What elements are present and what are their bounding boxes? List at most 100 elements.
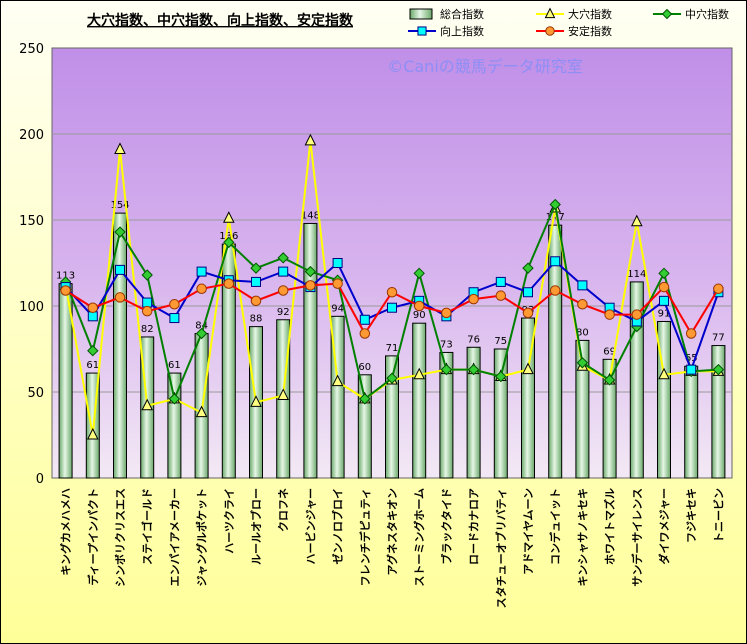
point-1-7 bbox=[250, 395, 262, 407]
bar-label: 147 bbox=[546, 212, 565, 223]
x-tick-label: クロフネ bbox=[277, 488, 290, 532]
bar-label: 75 bbox=[494, 336, 507, 347]
point-2-14 bbox=[440, 363, 453, 376]
watermark: ©Caniの競馬データ研究室 bbox=[387, 57, 583, 76]
bar-16 bbox=[493, 348, 508, 479]
point-1-8 bbox=[277, 388, 290, 400]
point-2-8 bbox=[277, 252, 289, 264]
point-2-4 bbox=[168, 393, 181, 405]
x-tick-label: フジキセキ bbox=[685, 488, 698, 543]
point-3-10 bbox=[332, 258, 343, 268]
bar-label: 71 bbox=[386, 343, 399, 354]
point-2-18 bbox=[549, 198, 561, 211]
bar-14 bbox=[439, 351, 454, 479]
point-3-7 bbox=[251, 276, 261, 287]
bar-24 bbox=[711, 345, 726, 479]
x-tick-label: ジャングルポケット bbox=[195, 488, 209, 586]
point-4-17 bbox=[522, 307, 534, 319]
bar-label: 90 bbox=[413, 310, 426, 321]
point-4-18 bbox=[549, 285, 561, 296]
bar-label: 88 bbox=[250, 314, 263, 325]
point-1-2 bbox=[114, 142, 126, 154]
point-4-9 bbox=[305, 280, 316, 291]
y-tick-label: 50 bbox=[27, 386, 44, 401]
point-1-1 bbox=[86, 427, 99, 440]
point-2-19 bbox=[576, 357, 589, 369]
y-axis-ticks: 0 50 100 150 200 250 bbox=[19, 42, 44, 487]
point-3-19 bbox=[577, 280, 588, 291]
x-tick-label: シンボリクリスエス bbox=[113, 488, 127, 587]
x-tick-label: エンパイアメーカー bbox=[168, 488, 181, 586]
bar-2 bbox=[113, 212, 127, 479]
point-4-14 bbox=[441, 307, 452, 319]
point-3-11 bbox=[359, 314, 370, 325]
bar-label: 113 bbox=[56, 271, 75, 282]
legend-label-4: 安定指数 bbox=[568, 24, 612, 38]
y-tick-label: 0 bbox=[36, 472, 44, 487]
legend-label-0: 総合指数 bbox=[440, 7, 484, 21]
point-4-6 bbox=[223, 278, 235, 289]
x-tick-label: キングカメハメハ bbox=[59, 488, 73, 576]
point-2-17 bbox=[522, 262, 534, 274]
point-2-7 bbox=[250, 262, 262, 274]
x-tick-label: ハーツクライ bbox=[223, 488, 236, 554]
line-series bbox=[59, 133, 725, 440]
legend-marker-2 bbox=[661, 8, 673, 20]
point-3-5 bbox=[196, 266, 207, 277]
legend-swatch-0 bbox=[409, 8, 433, 20]
bar-label: 65 bbox=[685, 353, 698, 364]
x-tick-label: ステイゴールド bbox=[140, 488, 154, 565]
point-2-5 bbox=[195, 327, 208, 340]
x-tick-label: ゼンノロブロイ bbox=[331, 488, 345, 564]
point-4-24 bbox=[713, 283, 724, 295]
point-1-21 bbox=[630, 214, 643, 227]
bar-label: 61 bbox=[86, 360, 99, 371]
point-3-12 bbox=[387, 302, 397, 313]
point-2-15 bbox=[467, 363, 480, 376]
bar-11 bbox=[357, 374, 372, 479]
bar-12 bbox=[385, 355, 399, 479]
point-4-4 bbox=[169, 299, 180, 310]
bar-label: 154 bbox=[110, 200, 129, 211]
point-3-18 bbox=[550, 256, 561, 267]
bar-label: 69 bbox=[603, 346, 616, 357]
x-tick-label: ストーミングホーム bbox=[412, 488, 426, 587]
point-4-19 bbox=[577, 299, 588, 310]
point-2-9 bbox=[304, 265, 317, 278]
point-3-23 bbox=[686, 364, 697, 375]
point-4-22 bbox=[658, 281, 670, 293]
legend-label-2: 中穴指数 bbox=[685, 7, 729, 21]
x-tick-label: ホワイトマズル bbox=[603, 488, 617, 565]
x-tick-label: スタチューオブリバティ bbox=[494, 488, 508, 608]
y-tick-label: 200 bbox=[19, 128, 44, 143]
point-3-1 bbox=[87, 311, 98, 322]
point-4-0 bbox=[60, 285, 71, 296]
bar-13 bbox=[412, 322, 427, 479]
point-1-13 bbox=[413, 367, 426, 380]
bar-label: 73 bbox=[440, 339, 453, 350]
legend-marker-3 bbox=[417, 26, 427, 36]
point-2-20 bbox=[603, 374, 616, 386]
point-2-24 bbox=[712, 363, 725, 376]
bar-label: 80 bbox=[576, 327, 589, 338]
bar-label: 94 bbox=[331, 303, 344, 314]
bar-label: 76 bbox=[467, 334, 480, 345]
point-3-8 bbox=[278, 266, 289, 277]
bar-20 bbox=[602, 358, 617, 479]
point-3-3 bbox=[142, 297, 153, 308]
bar-9 bbox=[303, 222, 318, 479]
point-4-23 bbox=[685, 328, 697, 339]
point-4-16 bbox=[495, 290, 507, 301]
point-1-10 bbox=[331, 374, 344, 387]
bar-label: 114 bbox=[627, 269, 646, 280]
point-3-2 bbox=[115, 264, 125, 275]
bar-label: 82 bbox=[141, 324, 154, 335]
y-tick-label: 250 bbox=[19, 42, 44, 57]
point-2-16 bbox=[495, 370, 507, 383]
x-tick-label: ダイワメジャー bbox=[657, 488, 671, 564]
point-1-6 bbox=[222, 211, 235, 223]
point-4-5 bbox=[196, 283, 207, 295]
bar-label: 77 bbox=[712, 333, 725, 344]
x-tick-label: フレンチデピュティ bbox=[358, 488, 372, 586]
